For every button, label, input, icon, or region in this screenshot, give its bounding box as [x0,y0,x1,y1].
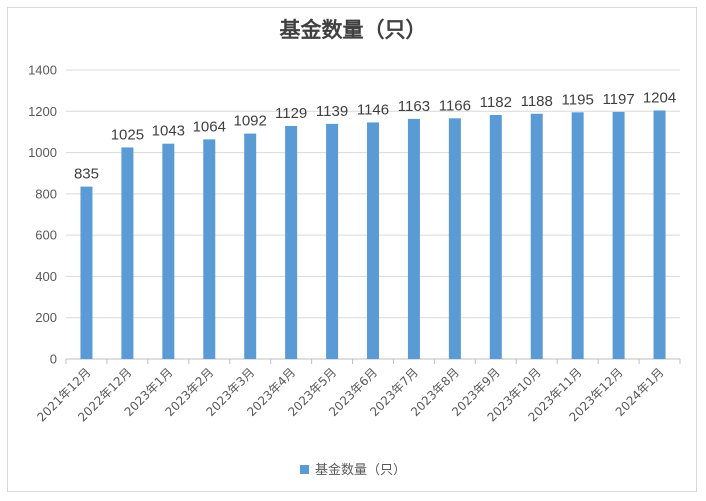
bar [489,115,502,359]
y-tick-label: 1200 [28,104,57,119]
data-label: 1188 [521,93,553,110]
bar [121,147,134,359]
data-label: 1197 [602,91,634,108]
data-label: 1064 [193,118,226,135]
data-label: 1195 [562,91,594,108]
bar [612,111,625,359]
data-label: 1139 [316,103,348,120]
legend-swatch [299,465,309,474]
bar [162,143,175,359]
chart-title: 基金数量（只） [279,18,427,42]
y-tick-label: 800 [35,186,57,201]
bar [244,133,257,359]
y-tick-label: 200 [35,310,57,325]
bar [407,118,420,359]
legend: 基金数量（只） [0,459,706,478]
bar [285,125,298,360]
bar [571,112,584,359]
y-tick-label: 1000 [28,145,57,160]
bar [203,139,216,359]
data-label: 1163 [398,98,430,115]
data-label: 1092 [234,113,267,130]
bar [530,113,543,360]
bar [326,123,339,359]
y-tick-label: 400 [35,269,57,284]
y-tick-label: 600 [35,228,57,243]
data-label: 835 [74,166,99,183]
data-label: 1204 [643,89,676,106]
bar [653,110,666,360]
legend-label: 基金数量（只） [314,463,406,478]
y-tick-label: 1400 [28,63,57,78]
data-label: 1025 [111,126,144,143]
y-tick-label: 0 [50,352,57,367]
data-label: 1166 [439,97,471,114]
data-label: 1182 [480,94,512,111]
bar [80,186,93,359]
data-label: 1146 [357,101,389,118]
data-label: 1043 [152,123,185,140]
bar [448,118,461,359]
data-label: 1129 [275,105,307,122]
bar [367,122,379,359]
